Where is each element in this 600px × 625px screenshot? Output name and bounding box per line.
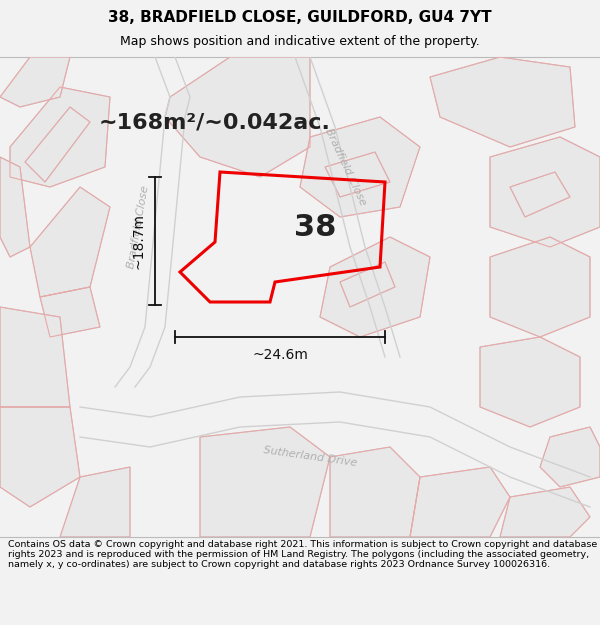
Polygon shape bbox=[60, 467, 130, 537]
Polygon shape bbox=[165, 57, 310, 177]
Text: ~18.7m: ~18.7m bbox=[132, 213, 146, 269]
Polygon shape bbox=[0, 57, 70, 107]
Text: Map shows position and indicative extent of the property.: Map shows position and indicative extent… bbox=[120, 36, 480, 48]
Text: Bradfield Close: Bradfield Close bbox=[323, 127, 367, 208]
Text: 38: 38 bbox=[294, 213, 336, 241]
Polygon shape bbox=[490, 137, 600, 247]
Polygon shape bbox=[0, 307, 70, 407]
Text: Contains OS data © Crown copyright and database right 2021. This information is : Contains OS data © Crown copyright and d… bbox=[8, 539, 597, 569]
Text: 38, BRADFIELD CLOSE, GUILDFORD, GU4 7YT: 38, BRADFIELD CLOSE, GUILDFORD, GU4 7YT bbox=[108, 10, 492, 25]
Polygon shape bbox=[40, 287, 100, 337]
Polygon shape bbox=[300, 117, 420, 217]
Polygon shape bbox=[0, 407, 80, 507]
Polygon shape bbox=[340, 262, 395, 307]
Polygon shape bbox=[430, 57, 575, 147]
Text: Sutherland Drive: Sutherland Drive bbox=[263, 446, 358, 469]
Polygon shape bbox=[500, 487, 590, 537]
Polygon shape bbox=[540, 427, 600, 487]
Polygon shape bbox=[510, 172, 570, 217]
Polygon shape bbox=[330, 447, 420, 537]
Text: Bradfield Close: Bradfield Close bbox=[126, 185, 150, 269]
Polygon shape bbox=[410, 467, 510, 537]
Polygon shape bbox=[10, 87, 110, 187]
Text: ~24.6m: ~24.6m bbox=[252, 348, 308, 362]
Polygon shape bbox=[200, 427, 330, 537]
Polygon shape bbox=[325, 152, 390, 197]
Polygon shape bbox=[0, 157, 30, 257]
Polygon shape bbox=[480, 337, 580, 427]
Text: ~168m²/~0.042ac.: ~168m²/~0.042ac. bbox=[99, 112, 331, 132]
Polygon shape bbox=[25, 107, 90, 182]
Polygon shape bbox=[490, 237, 590, 337]
Polygon shape bbox=[320, 237, 430, 337]
Polygon shape bbox=[30, 187, 110, 297]
